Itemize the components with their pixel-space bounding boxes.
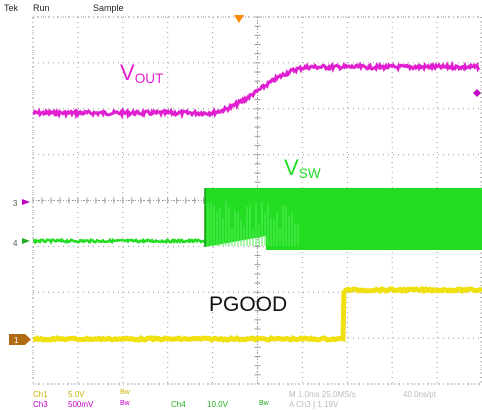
vsw-label: VSW xyxy=(284,155,321,181)
vout-right-marker xyxy=(473,89,481,97)
run-state-label: Run xyxy=(33,3,50,13)
ch3-bandwidth-indicator: Bw xyxy=(120,400,130,407)
vsw-baseline xyxy=(32,237,207,245)
ch3-name: Ch3 xyxy=(33,400,48,409)
timebase-readout: M 1.0ms 25.0MS/s xyxy=(289,390,356,399)
vout-label: VOUT xyxy=(120,60,164,86)
pgood-label: PGOOD xyxy=(209,293,288,316)
ch1-bandwidth-indicator: Bw xyxy=(120,389,130,396)
channel-1-marker[interactable]: 1 xyxy=(9,334,31,345)
trigger-position-marker xyxy=(234,15,244,23)
sample-interval-readout: 40.0ns/pt xyxy=(403,390,436,399)
ch1-name: Ch1 xyxy=(33,390,48,399)
ch4-bandwidth-indicator: Bw xyxy=(259,400,269,407)
channel-4-marker[interactable]: 4 xyxy=(13,238,30,248)
channel-3-marker[interactable]: 3 xyxy=(13,199,30,208)
channel-4-label: 4 xyxy=(13,239,18,248)
ch4-scale: 10.0V xyxy=(207,400,228,409)
channel-3-label: 3 xyxy=(13,199,18,208)
channel-1-label: 1 xyxy=(14,336,19,345)
brand-label: Tek xyxy=(4,3,19,13)
ch3-scale: 500mV xyxy=(68,400,94,409)
vsw-trace xyxy=(32,188,299,247)
acquisition-mode-label: Sample xyxy=(93,3,124,13)
ch4-name: Ch4 xyxy=(171,400,186,409)
status-bar: Tek Run Sample xyxy=(0,0,482,18)
pgood-trace xyxy=(32,285,482,343)
graticule-frame xyxy=(32,16,482,385)
trigger-readout: A Ch3 ∫ 1.19V xyxy=(289,400,339,409)
vout-trace xyxy=(32,60,481,120)
ch1-scale: 5.0V xyxy=(68,390,85,399)
